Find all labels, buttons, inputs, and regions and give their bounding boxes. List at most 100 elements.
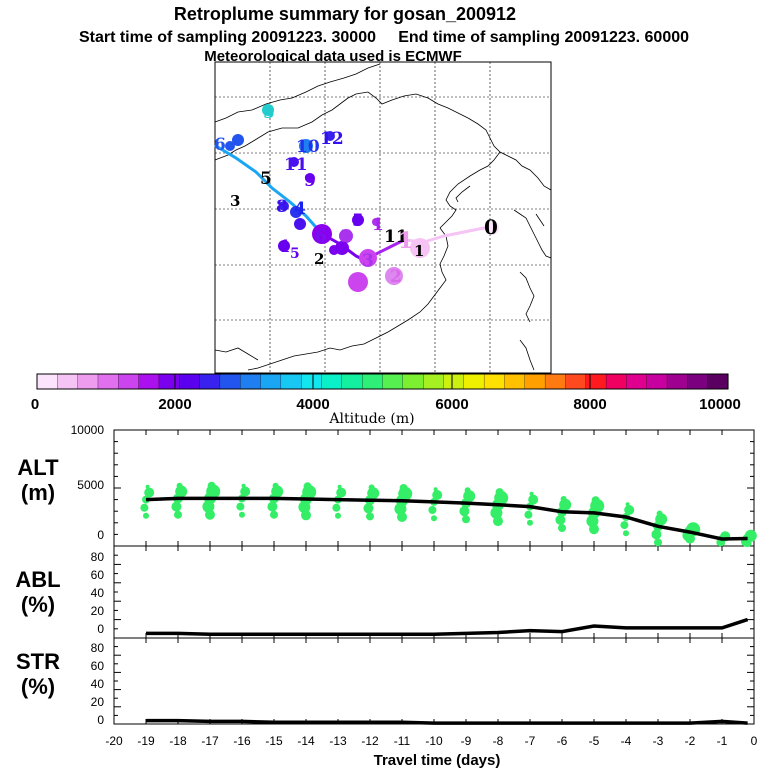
altitude-cluster-point bbox=[459, 506, 470, 517]
altitude-cluster-point bbox=[145, 484, 150, 489]
x-tick-label: -17 bbox=[201, 734, 219, 748]
altitude-cluster-point bbox=[144, 487, 155, 498]
alt-series-line bbox=[145, 496, 748, 541]
abl-panel-label: ABL bbox=[15, 567, 60, 592]
colorbar-tick-label: 10000 bbox=[699, 396, 741, 413]
altitude-cluster-point bbox=[654, 538, 662, 547]
alt-panel-unit: (m) bbox=[21, 480, 55, 505]
map-label: 10 bbox=[296, 137, 320, 157]
colorbar-cell bbox=[443, 373, 465, 390]
altitude-cluster-point bbox=[651, 529, 662, 540]
colorbar-cell bbox=[138, 373, 160, 390]
map-label: 2 bbox=[390, 267, 402, 287]
altitude-cluster-point bbox=[363, 503, 374, 514]
abl-panel-unit: (%) bbox=[21, 592, 55, 617]
altitude-cluster-point bbox=[586, 515, 599, 528]
altitude-cluster-point bbox=[719, 540, 725, 547]
colorbar-cell bbox=[219, 373, 241, 390]
colorbar-cell bbox=[118, 373, 140, 390]
altitude-cluster-point bbox=[655, 513, 668, 526]
map-labels: 5 6 10 12 11 5 9 3 4 8 5 1 6 5 4 5 2 3 1… bbox=[214, 103, 498, 295]
altitude-cluster-point bbox=[558, 524, 566, 532]
map-grid bbox=[215, 62, 551, 373]
altitude-cluster-point bbox=[527, 519, 533, 526]
colorbar-cell bbox=[179, 373, 201, 390]
altitude-cluster-point bbox=[490, 506, 503, 519]
altitude-colorbar: 0 2000 4000 6000 8000 10000 Altitude (m) bbox=[31, 373, 741, 427]
colorbar-tick-label: 0 bbox=[31, 396, 39, 413]
colorbar-cell bbox=[565, 373, 587, 390]
map-label: 2 bbox=[352, 275, 364, 295]
altitude-cluster-point bbox=[591, 496, 600, 505]
x-axis-title: Travel time (days) bbox=[374, 752, 501, 768]
abl-ytick: 60 bbox=[91, 568, 105, 582]
str-ytick: 40 bbox=[91, 677, 105, 691]
map-label: 5 bbox=[290, 246, 300, 262]
altitude-cluster-point bbox=[272, 482, 279, 489]
colorbar-cell bbox=[77, 373, 99, 390]
colorbar-cell bbox=[687, 373, 709, 390]
colorbar-tick-label: 2000 bbox=[158, 396, 191, 413]
x-tick-label: -4 bbox=[621, 734, 632, 748]
met-subtitle: Meteorological data used is ECMWF bbox=[204, 48, 462, 65]
altitude-cluster-point bbox=[493, 516, 503, 527]
str-panel bbox=[113, 638, 755, 725]
colorbar-cell bbox=[260, 373, 282, 390]
altitude-cluster-point bbox=[528, 494, 539, 505]
altitude-cluster-point bbox=[463, 490, 476, 503]
map-label: 3 bbox=[362, 251, 374, 271]
map-label: 5 bbox=[340, 227, 352, 247]
colorbar-cell bbox=[240, 373, 262, 390]
map-label: 5 bbox=[260, 169, 272, 189]
x-tick-label: -18 bbox=[169, 734, 187, 748]
altitude-cluster-point bbox=[335, 512, 341, 519]
abl-series-line bbox=[146, 617, 749, 637]
time-series-plots: -20 -19 -18 -17 -16 -15 -14 -13 -12 -11 -10 -9 -8 -7-… bbox=[105, 429, 758, 748]
map-label: 1 bbox=[398, 228, 413, 254]
altitude-cluster-point bbox=[743, 539, 752, 548]
altitude-cluster-point bbox=[656, 510, 663, 517]
colorbar-cell bbox=[585, 373, 607, 390]
colorbar-cell bbox=[36, 373, 58, 390]
altitude-cluster-point bbox=[241, 483, 246, 488]
alt-ytick: 5000 bbox=[77, 478, 104, 492]
altitude-cluster-point bbox=[337, 484, 342, 489]
altitude-cluster-point bbox=[589, 524, 599, 535]
colorbar-tick-label: 6000 bbox=[435, 396, 468, 413]
altitude-cluster-point bbox=[336, 487, 347, 498]
altitude-cluster-point bbox=[176, 482, 183, 489]
colorbar-cell bbox=[301, 373, 323, 390]
colorbar-cell bbox=[707, 373, 729, 390]
alt-ytick: 0 bbox=[97, 528, 104, 542]
x-tick-label: -3 bbox=[653, 734, 664, 748]
x-tick-label: -9 bbox=[461, 734, 472, 748]
colorbar-cell bbox=[97, 373, 119, 390]
colorbar-cell bbox=[321, 373, 343, 390]
altitude-cluster-point bbox=[332, 503, 341, 512]
x-tick-label: -2 bbox=[685, 734, 696, 748]
colorbar-cell bbox=[422, 373, 445, 390]
colorbar-axis-label: Altitude (m) bbox=[328, 411, 414, 427]
colorbar-cell bbox=[362, 373, 384, 390]
map-label: 5 bbox=[352, 211, 364, 231]
altitude-cluster-point bbox=[205, 509, 215, 520]
altitude-cluster-point bbox=[394, 502, 407, 515]
x-tick-label: -6 bbox=[557, 734, 568, 748]
map-label: 4 bbox=[278, 237, 290, 257]
coastline bbox=[214, 63, 552, 371]
map-label: 9 bbox=[304, 171, 316, 191]
trajectory-blobs bbox=[225, 104, 499, 292]
map-label: 5 bbox=[263, 103, 275, 123]
altitude-cluster-point bbox=[298, 501, 311, 514]
x-tick-label: -14 bbox=[297, 734, 315, 748]
altitude-cluster-point bbox=[366, 512, 374, 521]
colorbar-cell bbox=[280, 373, 302, 390]
trajectory-map: 5 6 10 12 11 5 9 3 4 8 5 1 6 5 4 5 2 3 1… bbox=[214, 61, 552, 374]
colorbar-cell bbox=[504, 373, 526, 390]
x-tick-label: -20 bbox=[105, 734, 123, 748]
colorbar-cell bbox=[341, 373, 363, 390]
altitude-cluster-point bbox=[685, 533, 695, 544]
colorbar-tick-label: 8000 bbox=[573, 396, 606, 413]
altitude-cluster-point bbox=[303, 482, 312, 491]
